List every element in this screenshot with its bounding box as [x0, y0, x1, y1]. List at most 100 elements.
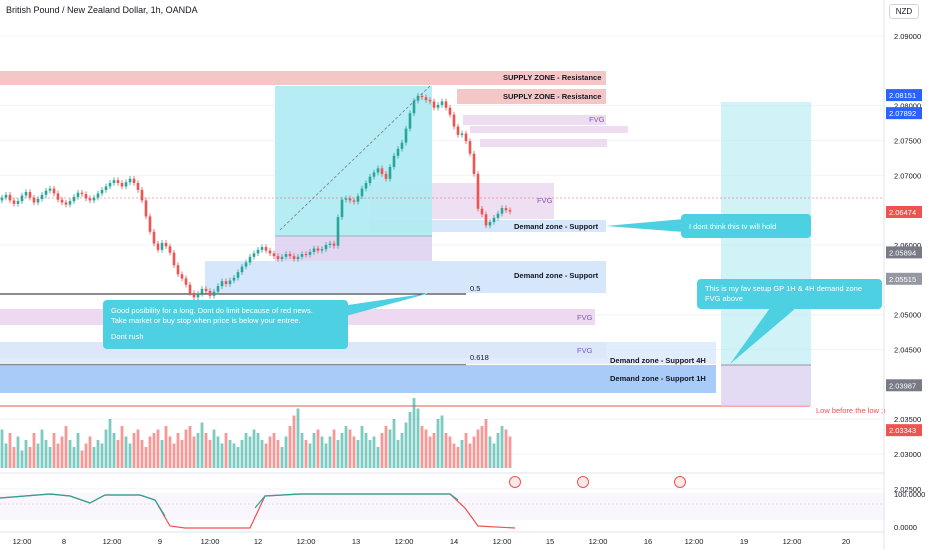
- volume-bar: [456, 447, 460, 468]
- volume-bar: [484, 419, 488, 468]
- candle-body: [420, 95, 424, 98]
- candle-body: [264, 247, 268, 251]
- volume-bar: [356, 440, 360, 468]
- volume-bar: [452, 443, 456, 468]
- volume-bar: [340, 433, 344, 468]
- price-label: 2.05894: [889, 248, 916, 257]
- candle-body: [208, 290, 212, 296]
- candle-body: [412, 100, 416, 114]
- candle-body: [376, 168, 380, 173]
- price-label: 2.06474: [889, 208, 916, 217]
- volume-bar: [56, 443, 60, 468]
- candle-body: [108, 182, 112, 187]
- candle-body: [448, 107, 452, 115]
- price-label: 2.03987: [889, 381, 916, 390]
- volume-bar: [180, 440, 184, 468]
- volume-bar: [168, 436, 172, 468]
- candle-body: [404, 128, 408, 143]
- volume-bar: [388, 429, 392, 468]
- x-tick-label: 12:00: [589, 537, 608, 546]
- low-note-label: Low before the low ;): [816, 406, 886, 415]
- candle-body: [352, 200, 356, 202]
- volume-bar: [364, 433, 368, 468]
- volume-bar: [244, 433, 248, 468]
- candle-body: [172, 252, 176, 266]
- candle-body: [64, 202, 68, 205]
- volume-bar: [296, 408, 300, 468]
- supply-zone-1: [0, 71, 606, 85]
- volume-bar: [476, 429, 480, 468]
- y-tick-label: 2.05000: [894, 311, 921, 320]
- candle-body: [276, 256, 280, 259]
- volume-bar: [0, 429, 4, 468]
- volume-bar: [100, 443, 104, 468]
- candle-body: [112, 180, 116, 183]
- price-label-bg: [886, 424, 922, 437]
- volume-bar: [8, 433, 12, 468]
- volume-bar: [156, 429, 160, 468]
- demand-zone-1h: [0, 365, 716, 393]
- candle-body: [136, 182, 140, 190]
- x-tick-label: 9: [158, 537, 162, 546]
- x-tick-label: 12:00: [103, 537, 122, 546]
- currency-button[interactable]: NZD: [889, 4, 919, 19]
- volume-bar: [264, 443, 268, 468]
- volume-bar: [48, 447, 52, 468]
- candle-body: [440, 101, 444, 105]
- volume-bar: [76, 433, 80, 468]
- volume-bar: [216, 436, 220, 468]
- y-tick-label: 2.07000: [894, 171, 921, 180]
- volume-bar: [392, 419, 396, 468]
- candle-body: [464, 133, 468, 142]
- candle-body: [96, 193, 100, 198]
- volume-bar: [408, 412, 412, 468]
- volume-bar: [144, 447, 148, 468]
- rsi-band: [0, 493, 884, 520]
- volume-bar: [320, 436, 324, 468]
- candle-body: [360, 188, 364, 197]
- candle-body: [304, 254, 308, 256]
- volume-bar: [284, 436, 288, 468]
- candle-body: [444, 101, 448, 108]
- volume-bar: [400, 433, 404, 468]
- note-long-line1: Good posibility for a long. Dont do limi…: [111, 306, 313, 315]
- candle-body: [424, 97, 428, 101]
- candle-body: [92, 197, 96, 201]
- price-label: 2.03343: [889, 426, 916, 435]
- rsi-line-up-2: [254, 493, 459, 509]
- candle-body: [384, 173, 388, 179]
- candle-body: [56, 193, 60, 200]
- volume-bar: [304, 440, 308, 468]
- volume-bar: [360, 426, 364, 468]
- volume-bar: [500, 426, 504, 468]
- candle-body: [500, 208, 504, 214]
- news-event-icon: [509, 476, 521, 488]
- volume-bar: [292, 415, 296, 468]
- news-event-icon: [577, 476, 589, 488]
- demand-label-2: Demand zone - Support: [514, 271, 599, 280]
- y-tick-label: 2.06000: [894, 241, 921, 250]
- volume-bar: [152, 433, 156, 468]
- volume-bar: [228, 440, 232, 468]
- candle-body: [296, 256, 300, 259]
- candle-body: [488, 222, 492, 226]
- candle-body: [40, 194, 44, 200]
- volume-bar: [316, 429, 320, 468]
- note-long-line2: Take market or buy stop when price is be…: [111, 316, 301, 325]
- volume-bar: [380, 433, 384, 468]
- volume-bar: [132, 433, 136, 468]
- candle-body: [48, 188, 52, 191]
- candle-body: [160, 242, 164, 250]
- candle-body: [324, 245, 328, 250]
- volume-bar: [136, 429, 140, 468]
- volume-bar: [404, 422, 408, 468]
- volume-bar: [468, 443, 472, 468]
- candle-body: [416, 95, 420, 101]
- candle-body: [44, 190, 48, 195]
- candle-body: [400, 142, 404, 149]
- candle-body: [312, 248, 316, 252]
- supply-label-1: SUPPLY ZONE - Resistance: [503, 73, 601, 82]
- candle-body: [368, 176, 372, 183]
- candle-body: [268, 250, 272, 254]
